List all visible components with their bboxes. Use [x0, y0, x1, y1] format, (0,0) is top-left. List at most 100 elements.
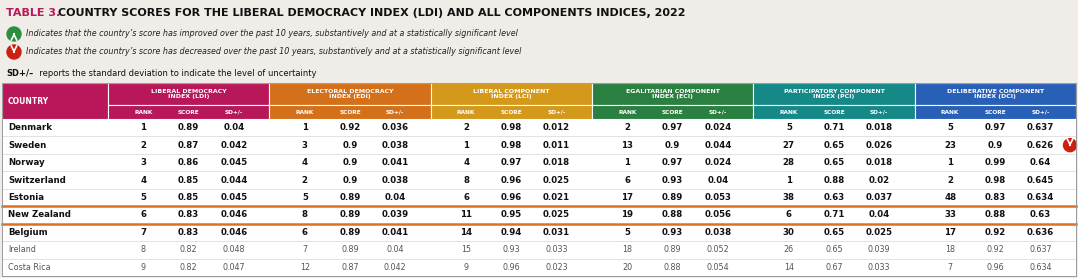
Text: 6: 6	[624, 175, 631, 185]
Text: RANK: RANK	[135, 110, 153, 115]
Bar	[270, 105, 431, 119]
Text: 0.04: 0.04	[385, 193, 405, 202]
Text: 0.042: 0.042	[384, 263, 406, 272]
Bar	[592, 83, 754, 105]
Text: 0.04: 0.04	[386, 245, 404, 254]
Text: 3: 3	[140, 158, 147, 167]
Text: 17: 17	[944, 228, 956, 237]
Text: 0.054: 0.054	[706, 263, 729, 272]
Text: 0.025: 0.025	[543, 175, 570, 185]
Text: Norway: Norway	[8, 158, 44, 167]
Text: 0.89: 0.89	[178, 123, 199, 132]
Text: 0.65: 0.65	[825, 245, 843, 254]
Text: 30: 30	[783, 228, 794, 237]
Circle shape	[6, 45, 20, 59]
Text: 0.038: 0.038	[382, 141, 409, 150]
Text: 0.87: 0.87	[342, 263, 359, 272]
Text: DELIBERATIVE COMPONENT
INDEX (DCI): DELIBERATIVE COMPONENT INDEX (DCI)	[946, 89, 1044, 100]
Text: 8: 8	[141, 245, 146, 254]
Text: SCORE: SCORE	[500, 110, 522, 115]
Bar	[754, 105, 914, 119]
Text: 0.645: 0.645	[1027, 175, 1054, 185]
Text: 2: 2	[464, 123, 469, 132]
Text: 0.042: 0.042	[220, 141, 248, 150]
Text: 0.025: 0.025	[866, 228, 893, 237]
Text: 0.626: 0.626	[1027, 141, 1054, 150]
Text: 18: 18	[622, 245, 633, 254]
Text: 0.9: 0.9	[343, 141, 358, 150]
Text: SD+/-: SD+/-	[708, 110, 727, 115]
Text: 0.96: 0.96	[986, 263, 1004, 272]
Text: 0.039: 0.039	[382, 210, 409, 219]
Text: 0.92: 0.92	[340, 123, 361, 132]
Bar	[2, 206, 1076, 224]
Text: 1: 1	[786, 175, 792, 185]
Text: SD+/-: SD+/-	[870, 110, 888, 115]
Text: 0.89: 0.89	[342, 245, 359, 254]
Text: 4: 4	[302, 158, 308, 167]
Text: 19: 19	[622, 210, 634, 219]
Text: 1: 1	[302, 123, 308, 132]
Text: RANK: RANK	[941, 110, 959, 115]
Text: SCORE: SCORE	[824, 110, 845, 115]
Text: reports the standard deviation to indicate the level of uncertainty: reports the standard deviation to indica…	[34, 69, 317, 78]
Text: RANK: RANK	[779, 110, 798, 115]
Text: 13: 13	[622, 141, 634, 150]
Text: 0.93: 0.93	[502, 245, 521, 254]
Text: SD+/–: SD+/–	[6, 69, 33, 78]
Text: 6: 6	[464, 193, 469, 202]
Text: 0.99: 0.99	[984, 158, 1006, 167]
Text: Denmark: Denmark	[8, 123, 52, 132]
Text: Costa Rica: Costa Rica	[8, 263, 51, 272]
Text: RANK: RANK	[619, 110, 637, 115]
Text: 0.98: 0.98	[500, 123, 522, 132]
Text: 0.044: 0.044	[220, 175, 248, 185]
Text: Indicates that the country’s score has improved over the past 10 years, substant: Indicates that the country’s score has i…	[26, 29, 517, 38]
Bar	[431, 83, 592, 105]
Text: 5: 5	[624, 228, 631, 237]
Text: 0.02: 0.02	[869, 175, 889, 185]
Bar	[270, 83, 431, 105]
Text: Belgium: Belgium	[8, 228, 47, 237]
Text: 1: 1	[948, 158, 953, 167]
Text: 1: 1	[464, 141, 469, 150]
Text: 0.045: 0.045	[220, 193, 248, 202]
Text: 0.025: 0.025	[543, 210, 570, 219]
Text: 12: 12	[300, 263, 309, 272]
Text: 0.634: 0.634	[1027, 193, 1054, 202]
Text: 0.637: 0.637	[1027, 123, 1054, 132]
Text: 6: 6	[786, 210, 792, 219]
Text: 0.89: 0.89	[340, 193, 361, 202]
Text: Indicates that the country’s score has decreased over the past 10 years, substan: Indicates that the country’s score has d…	[26, 48, 522, 56]
Text: Ireland: Ireland	[8, 245, 36, 254]
Text: 2: 2	[624, 123, 631, 132]
Text: 0.94: 0.94	[500, 228, 522, 237]
Text: 0.71: 0.71	[824, 123, 845, 132]
Text: 0.9: 0.9	[343, 175, 358, 185]
Text: 0.038: 0.038	[704, 228, 731, 237]
Bar	[592, 105, 754, 119]
Text: 0.018: 0.018	[543, 158, 570, 167]
Text: 0.023: 0.023	[545, 263, 568, 272]
Text: 0.637: 0.637	[1029, 245, 1052, 254]
Bar	[108, 83, 270, 105]
Text: 0.65: 0.65	[824, 228, 844, 237]
Text: 0.031: 0.031	[543, 228, 570, 237]
Text: 0.041: 0.041	[382, 228, 409, 237]
Text: TABLE 3.: TABLE 3.	[6, 8, 60, 18]
Text: LIBERAL DEMOCRACY
INDEX (LDI): LIBERAL DEMOCRACY INDEX (LDI)	[151, 89, 226, 100]
Text: 0.83: 0.83	[178, 210, 199, 219]
Bar	[914, 105, 1076, 119]
Text: RANK: RANK	[457, 110, 475, 115]
Text: RANK: RANK	[295, 110, 314, 115]
Text: 0.052: 0.052	[706, 245, 729, 254]
Text: 8: 8	[464, 175, 469, 185]
Text: ELECTORAL DEMOCRACY
INDEX (EDI): ELECTORAL DEMOCRACY INDEX (EDI)	[306, 89, 393, 100]
Text: 0.97: 0.97	[662, 123, 683, 132]
Text: 5: 5	[140, 193, 147, 202]
Text: SCORE: SCORE	[984, 110, 1006, 115]
Text: 0.04: 0.04	[707, 175, 729, 185]
Text: 0.97: 0.97	[662, 158, 683, 167]
Text: 20: 20	[622, 263, 633, 272]
Text: 48: 48	[944, 193, 956, 202]
